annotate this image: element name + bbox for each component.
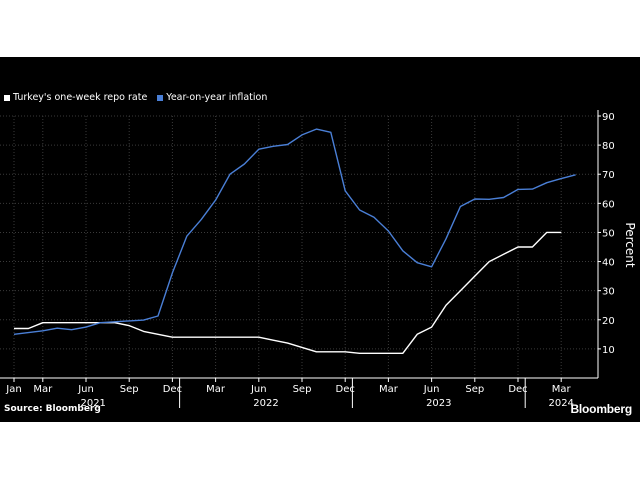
x-tick-label: Sep — [293, 384, 312, 395]
legend: Turkey's one-week repo rate Year-on-year… — [4, 92, 267, 103]
y-tick-label: 40 — [602, 258, 615, 269]
year-label: 2021 — [80, 398, 105, 409]
year-label: 2023 — [426, 398, 451, 409]
x-tick-label: Jan — [5, 384, 21, 395]
y-axis-label: Percent — [623, 222, 637, 267]
x-tick-label: Mar — [552, 384, 572, 395]
series-lines — [13, 128, 576, 354]
legend-label-inflation: Year-on-year inflation — [166, 92, 268, 103]
legend-item-inflation: Year-on-year inflation — [157, 92, 267, 103]
x-axis: Jan Mar Jun Sep Dec Mar Jun Sep Dec Mar Jun Sep Dec M… — [0, 377, 598, 409]
legend-label-repo: Turkey's one-week repo rate — [13, 92, 148, 103]
x-tick-label: Mar — [33, 384, 53, 395]
legend-swatch-repo — [4, 94, 10, 101]
x-tick-label: Mar — [379, 384, 399, 395]
y-axis: 10 20 30 40 50 60 70 80 90 — [597, 110, 615, 378]
chart-title: Turkey's Inflation May Not Peak Until Th… — [4, 4, 532, 26]
y-tick-label: 30 — [602, 287, 615, 298]
gridlines — [0, 115, 598, 378]
year-label: 2022 — [253, 398, 278, 409]
x-tick-label: Sep — [120, 384, 139, 395]
x-tick-label: Jun — [250, 384, 267, 395]
y-tick-label: 50 — [602, 228, 615, 239]
y-tick-label: 60 — [602, 199, 615, 210]
legend-item-repo: Turkey's one-week repo rate — [4, 92, 147, 103]
x-tick-label: Dec — [336, 384, 355, 395]
x-tick-label: Sep — [465, 384, 484, 395]
x-tick-label: Dec — [508, 384, 527, 395]
y-tick-label: 10 — [602, 345, 615, 356]
series-line-inflation — [13, 128, 576, 335]
chart-panel — [0, 57, 640, 422]
year-label: 2024 — [548, 398, 573, 409]
bloomberg-logo: Bloomberg — [570, 402, 632, 416]
y-tick-label: 70 — [602, 170, 615, 181]
series-line-repo-rate — [14, 231, 562, 354]
legend-swatch-inflation — [157, 94, 164, 101]
x-tick-label: Jun — [77, 384, 94, 395]
x-tick-label: Mar — [206, 384, 226, 395]
source-note: Source: Bloomberg — [4, 404, 101, 414]
y-tick-label: 80 — [602, 141, 615, 152]
x-tick-label: Jun — [423, 384, 440, 395]
y-tick-label: 90 — [602, 112, 615, 123]
y-tick-label: 20 — [602, 316, 615, 327]
x-tick-label: Dec — [163, 384, 182, 395]
